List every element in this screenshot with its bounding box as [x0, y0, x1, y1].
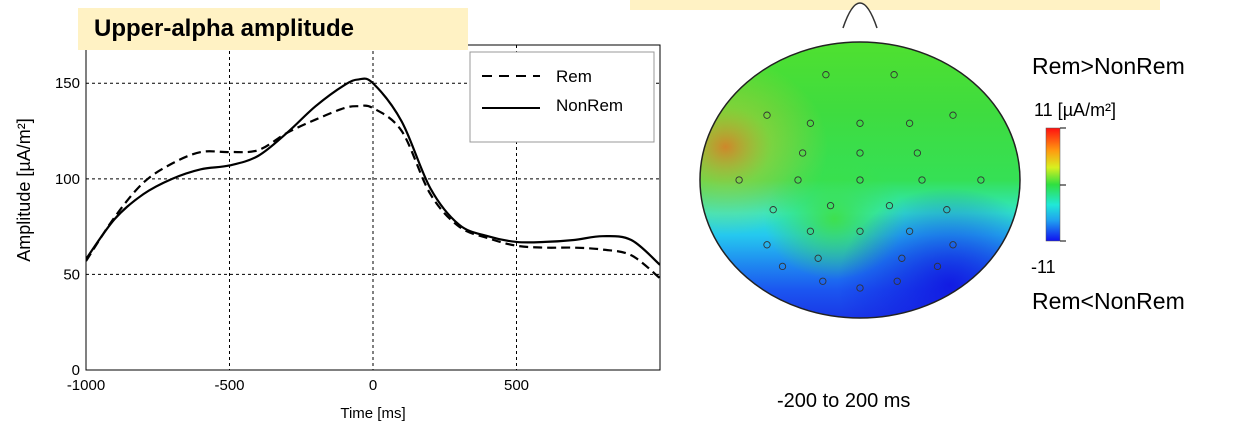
- electrode-marker: [893, 277, 901, 285]
- colorbar-max-label: 11 [µA/m²]: [1034, 100, 1117, 120]
- electrode-marker: [918, 176, 926, 184]
- time-window-label: -200 to 200 ms: [777, 390, 911, 412]
- electrode-marker: [806, 227, 815, 235]
- electrode-marker: [856, 284, 864, 292]
- x-tick-label: -500: [214, 377, 244, 394]
- colorbar: [1045, 127, 1061, 242]
- x-tick-label: 0: [369, 377, 377, 394]
- x-tick-label: -1000: [67, 377, 105, 394]
- electrode-marker: [898, 254, 906, 262]
- legend: Rem NonRem: [469, 51, 655, 143]
- electrode-marker: [905, 119, 914, 127]
- electrode-marker: [826, 201, 835, 210]
- electrode-marker: [819, 277, 827, 285]
- electrode-marker: [905, 227, 914, 235]
- electrode-marker: [856, 119, 864, 127]
- colorbar-min-label: -11: [1031, 257, 1056, 277]
- electrode-marker: [943, 206, 951, 214]
- x-axis-label: Time [ms]: [340, 405, 405, 422]
- electrode-marker: [949, 111, 957, 119]
- electrode-marker: [933, 262, 942, 271]
- chart-title: Upper-alpha amplitude: [78, 8, 468, 50]
- electrode-marker: [822, 71, 830, 79]
- topographic-map: [699, 2, 1066, 319]
- rem-less-label: Rem<NonRem: [1032, 288, 1185, 314]
- y-tick-label: 0: [72, 362, 80, 379]
- electrode-marker: [949, 241, 957, 249]
- electrode-marker: [913, 149, 922, 157]
- line-chart: -1000 -500 0 500 0 50 100 150 Time [ms] Amplitu…: [14, 44, 661, 422]
- y-tick-label: 100: [55, 171, 80, 188]
- y-tick-label: 50: [63, 266, 80, 283]
- electrode-marker: [794, 176, 802, 184]
- electrode-marker: [778, 262, 787, 271]
- series-line-rem: [86, 104, 660, 280]
- electrode-marker: [769, 206, 777, 214]
- y-tick-label: 150: [55, 75, 80, 92]
- electrode-marker: [814, 254, 822, 262]
- electrode-marker: [885, 201, 894, 210]
- nose-shape: [842, 2, 878, 29]
- electrode-marker: [806, 119, 815, 127]
- electrode-marker: [735, 176, 743, 184]
- electrode-marker: [763, 241, 771, 249]
- electrode-marker: [799, 149, 807, 157]
- electrode-marker: [977, 176, 985, 184]
- legend-label-rem: Rem: [556, 67, 592, 86]
- electrode-marker: [856, 227, 864, 235]
- electrode-marker: [890, 71, 898, 79]
- legend-box: [469, 51, 655, 143]
- y-axis-label: Amplitude [µA/m²]: [14, 118, 34, 261]
- electrode-marker: [763, 111, 771, 119]
- scalp-overlay-right: [700, 42, 1020, 318]
- electrode-marker: [856, 149, 864, 157]
- rem-greater-label: Rem>NonRem: [1032, 53, 1185, 79]
- x-tick-label: 500: [504, 377, 529, 394]
- legend-label-nonrem: NonRem: [556, 96, 623, 115]
- series-line-nonrem: [86, 77, 660, 266]
- electrode-marker: [856, 176, 864, 184]
- header-highlight-band: [630, 0, 1160, 10]
- scalp-outline: [699, 41, 1021, 319]
